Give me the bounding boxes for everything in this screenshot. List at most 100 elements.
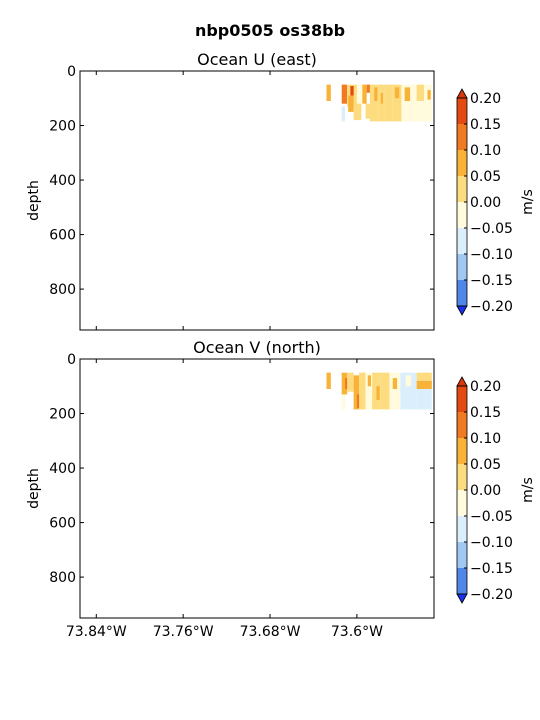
colorbar-tick-label: 0.20 — [470, 379, 501, 395]
chart-panel-ocean-v: Ocean V (north) 0 200 400 600 800 73.84°W 73.76… — [26, 338, 536, 640]
colorbar-segment — [457, 438, 467, 464]
data-cell — [341, 106, 345, 122]
data-cell — [427, 90, 431, 100]
y-tick-label: 0 — [67, 64, 76, 80]
data-cell — [384, 84, 393, 122]
data-cell — [356, 84, 363, 112]
data-cell — [347, 372, 354, 392]
data-cells — [326, 84, 432, 122]
data-cell — [365, 372, 373, 410]
data-cell — [416, 380, 432, 389]
colorbar-tick-label: 0.10 — [470, 143, 501, 159]
y-tick-label: 800 — [49, 282, 76, 298]
colorbar-tick-label: 0.15 — [470, 405, 501, 421]
data-cell — [416, 100, 432, 122]
data-cell — [353, 103, 362, 121]
chart-panels: Ocean U (east) 0 200 400 600 800 depth 0.20 0.15… — [26, 50, 536, 640]
colorbar-segment — [457, 176, 467, 202]
y-tick-label: 600 — [49, 516, 76, 532]
data-cell — [392, 378, 398, 389]
data-cell — [344, 378, 349, 389]
data-cell — [389, 372, 401, 410]
data-cell — [374, 87, 378, 101]
axes-frame — [79, 70, 435, 331]
data-cell — [404, 87, 411, 101]
colorbar-tick-label: −0.05 — [470, 509, 513, 525]
data-cell — [347, 84, 357, 107]
colorbar-tick-label: −0.20 — [470, 587, 513, 603]
colorbar-tick-label: −0.10 — [470, 535, 513, 551]
colorbar-segment — [457, 98, 467, 124]
data-cell — [350, 85, 354, 96]
data-cell — [341, 372, 348, 395]
y-tick-label: 200 — [49, 119, 76, 135]
figure-title: nbp0505 os38bb — [195, 21, 345, 40]
colorbar-tick-label: 0.05 — [470, 457, 501, 473]
colorbar-tick-label: −0.20 — [470, 299, 513, 315]
y-axis-label: depth — [26, 180, 42, 221]
data-cell — [416, 388, 432, 410]
y-tick-label: 0 — [67, 352, 76, 368]
y-axis-label: depth — [26, 468, 42, 509]
data-cell — [416, 84, 425, 101]
x-tick-label: 73.68°W — [240, 624, 301, 640]
colorbar-tick-label: 0.10 — [470, 431, 501, 447]
colorbar: 0.20 0.15 0.10 0.05 0.00 −0.05 −0.10 −0.15 −0.20… — [456, 376, 536, 604]
colorbar-tick-label: −0.15 — [470, 561, 513, 577]
x-tick-label: 73.76°W — [153, 624, 214, 640]
colorbar-segment — [457, 202, 467, 228]
colorbar: 0.20 0.15 0.10 0.05 0.00 −0.05 −0.10 −0.15 −0.20… — [456, 88, 536, 316]
colorbar-tick-label: 0.20 — [470, 91, 501, 107]
data-cell — [376, 386, 380, 400]
data-cell — [353, 375, 360, 410]
y-tick-label: 600 — [49, 228, 76, 244]
data-cell — [341, 394, 345, 410]
colorbar-tick-label: 0.15 — [470, 117, 501, 133]
colorbar-tick-label: −0.15 — [470, 273, 513, 289]
data-cell — [362, 84, 367, 104]
colorbar-tick-label: −0.10 — [470, 247, 513, 263]
x-tick-label: 73.6°W — [331, 624, 383, 640]
colorbar-segment — [457, 516, 467, 542]
data-cell — [359, 372, 366, 410]
data-cell — [380, 92, 383, 104]
data-cell — [326, 84, 331, 101]
data-cell — [394, 87, 400, 99]
colorbar-segment — [457, 568, 467, 594]
data-cell — [356, 394, 361, 409]
colorbar-segment — [457, 254, 467, 280]
colorbar-segment — [457, 150, 467, 176]
data-cell — [365, 103, 373, 119]
data-cell — [392, 84, 402, 122]
x-tick-label: 73.84°W — [66, 624, 127, 640]
colorbar-segment — [457, 542, 467, 568]
data-cells — [326, 372, 432, 410]
colorbar-tick-label: 0.05 — [470, 169, 501, 185]
data-cell — [400, 372, 417, 410]
data-cell — [341, 84, 348, 104]
y-tick-label: 400 — [49, 461, 76, 477]
colorbar-tick-label: 0.00 — [470, 195, 501, 211]
colorbar-segment — [457, 228, 467, 254]
data-cell — [380, 372, 390, 410]
chart-panel-ocean-u: Ocean U (east) 0 200 400 600 800 depth 0.20 0.15… — [26, 50, 536, 331]
data-cell — [405, 375, 412, 387]
colorbar-label: m/s — [520, 477, 536, 503]
y-tick-label: 400 — [49, 173, 76, 189]
colorbar-segment — [457, 124, 467, 150]
chart-title: Ocean V (north) — [193, 338, 321, 357]
colorbar-segment — [457, 386, 467, 412]
data-cell — [348, 95, 354, 112]
chart-title: Ocean U (east) — [197, 50, 317, 69]
y-tick-label: 200 — [49, 407, 76, 423]
data-cell — [367, 375, 372, 387]
axes-frame — [79, 358, 435, 619]
colorbar-tick-label: 0.00 — [470, 483, 501, 499]
colorbar-segment — [457, 490, 467, 516]
data-cell — [369, 84, 379, 122]
colorbar-segment — [457, 280, 467, 306]
data-cell — [372, 372, 381, 410]
colorbar-segment — [457, 412, 467, 438]
colorbar-label: m/s — [520, 189, 536, 215]
